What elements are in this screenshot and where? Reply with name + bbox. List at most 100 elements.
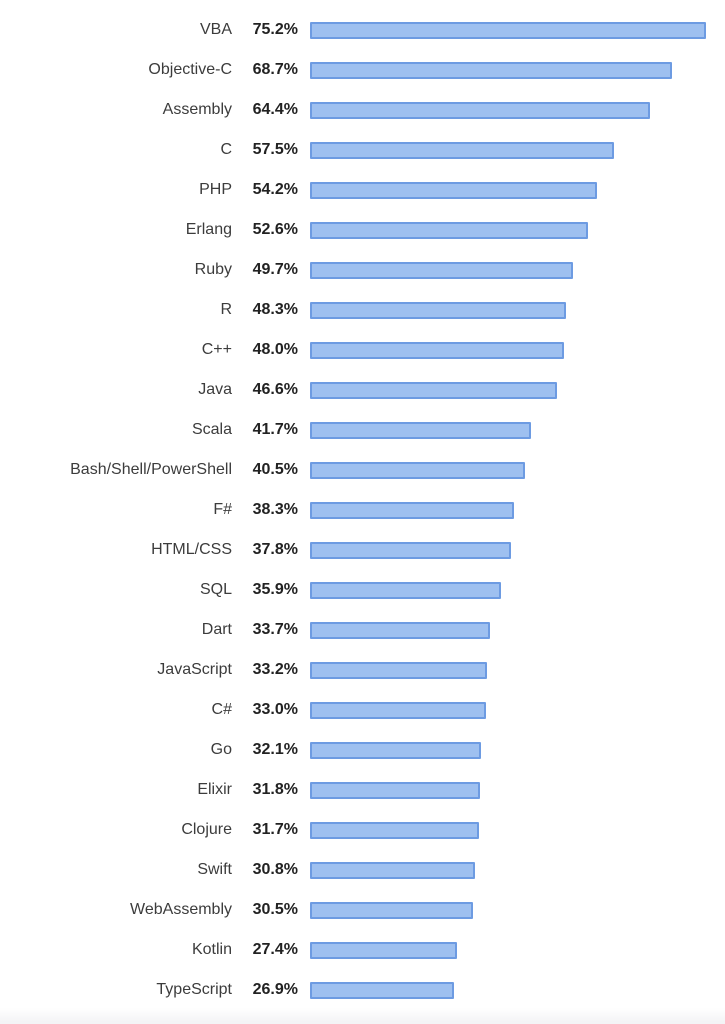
bar-track	[310, 101, 725, 119]
bar	[310, 381, 557, 399]
bar-track	[310, 981, 725, 999]
bar-track	[310, 21, 725, 39]
bar-track	[310, 461, 725, 479]
language-label: JavaScript	[157, 661, 232, 678]
language-label: Ruby	[194, 261, 232, 278]
bar	[310, 61, 672, 79]
bar	[310, 181, 597, 199]
chart-row: Java 46.6%	[0, 370, 725, 410]
bar	[310, 621, 490, 639]
bar	[310, 861, 475, 879]
chart-row: Go 32.1%	[0, 730, 725, 770]
bar-track	[310, 941, 725, 959]
bar-track	[310, 301, 725, 319]
language-label: Assembly	[162, 101, 232, 118]
bar-track	[310, 861, 725, 879]
language-label: Dart	[201, 621, 232, 638]
chart-row: PHP 54.2%	[0, 170, 725, 210]
bar-track	[310, 141, 725, 159]
value-label: 41.7%	[252, 421, 298, 438]
language-label: TypeScript	[156, 981, 232, 998]
chart-row: Swift 30.8%	[0, 850, 725, 890]
bar	[310, 341, 564, 359]
value-label: 33.0%	[252, 701, 298, 718]
value-label: 31.8%	[252, 781, 298, 798]
bar-track	[310, 181, 725, 199]
bar	[310, 541, 511, 559]
chart-row: Elixir 31.8%	[0, 770, 725, 810]
bar	[310, 781, 480, 799]
bar	[310, 941, 457, 959]
bar	[310, 741, 481, 759]
bar-track	[310, 581, 725, 599]
chart-row: C# 33.0%	[0, 690, 725, 730]
chart-row: JavaScript 33.2%	[0, 650, 725, 690]
language-label: C++	[201, 341, 232, 358]
bar	[310, 141, 614, 159]
bar-track	[310, 341, 725, 359]
language-label: Objective-C	[148, 61, 232, 78]
value-label: 68.7%	[252, 61, 298, 78]
language-label: Java	[198, 381, 232, 398]
bar	[310, 821, 479, 839]
bar-track	[310, 221, 725, 239]
bar-track	[310, 421, 725, 439]
bar	[310, 901, 473, 919]
value-label: 37.8%	[252, 541, 298, 558]
chart-row: R 48.3%	[0, 290, 725, 330]
value-label: 32.1%	[252, 741, 298, 758]
chart-row: C 57.5%	[0, 130, 725, 170]
language-label: F#	[213, 501, 232, 518]
value-label: 27.4%	[252, 941, 298, 958]
bar	[310, 661, 487, 679]
language-label: HTML/CSS	[151, 541, 232, 558]
value-label: 54.2%	[252, 181, 298, 198]
value-label: 57.5%	[252, 141, 298, 158]
value-label: 40.5%	[252, 461, 298, 478]
chart-row: Objective-C 68.7%	[0, 50, 725, 90]
bar	[310, 301, 566, 319]
bar-track	[310, 701, 725, 719]
bar-chart: VBA 75.2% Objective-C 68.7% Assembly 64.4% C 57…	[0, 10, 725, 1010]
language-label: Erlang	[185, 221, 232, 238]
value-label: 48.3%	[252, 301, 298, 318]
bar-track	[310, 901, 725, 919]
bar-track	[310, 261, 725, 279]
language-label: Clojure	[181, 821, 232, 838]
bar	[310, 981, 454, 999]
chart-row: Dart 33.7%	[0, 610, 725, 650]
chart-row: C++ 48.0%	[0, 330, 725, 370]
value-label: 33.2%	[252, 661, 298, 678]
chart-row: F# 38.3%	[0, 490, 725, 530]
chart-row: Bash/Shell/PowerShell 40.5%	[0, 450, 725, 490]
bar-track	[310, 741, 725, 759]
value-label: 26.9%	[252, 981, 298, 998]
chart-row: SQL 35.9%	[0, 570, 725, 610]
bar	[310, 221, 588, 239]
language-label: Swift	[197, 861, 232, 878]
bar	[310, 701, 486, 719]
value-label: 35.9%	[252, 581, 298, 598]
bar-track	[310, 541, 725, 559]
value-label: 75.2%	[252, 21, 298, 38]
value-label: 30.5%	[252, 901, 298, 918]
value-label: 31.7%	[252, 821, 298, 838]
bar-track	[310, 61, 725, 79]
bar-track	[310, 821, 725, 839]
value-label: 33.7%	[252, 621, 298, 638]
bar	[310, 461, 525, 479]
bar	[310, 21, 706, 39]
language-label: C#	[211, 701, 232, 718]
bar	[310, 101, 650, 119]
language-label: Elixir	[197, 781, 232, 798]
value-label: 48.0%	[252, 341, 298, 358]
chart-row: Clojure 31.7%	[0, 810, 725, 850]
language-label: Bash/Shell/PowerShell	[70, 461, 232, 478]
value-label: 64.4%	[252, 101, 298, 118]
language-label: C	[220, 141, 232, 158]
bar	[310, 581, 501, 599]
value-label: 46.6%	[252, 381, 298, 398]
bar	[310, 501, 514, 519]
value-label: 52.6%	[252, 221, 298, 238]
